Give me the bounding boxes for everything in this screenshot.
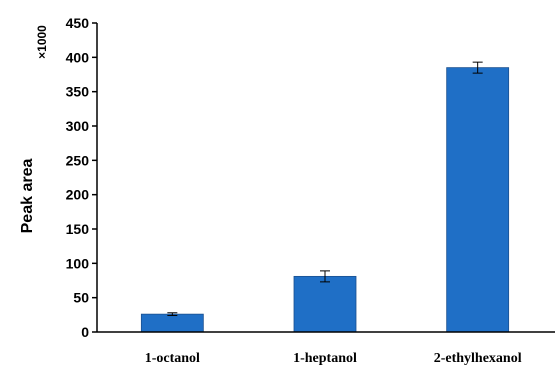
y-tick-label: 0 (81, 324, 89, 340)
bars (140, 67, 510, 333)
y-tick-label: 250 (66, 152, 90, 168)
bar-1-heptanol (293, 275, 357, 333)
y-tick-label: 50 (73, 290, 89, 306)
y-axis-title: Peak area (19, 159, 36, 234)
error-bar-1-octanol (167, 312, 178, 317)
x-category-label: 1-heptanol (293, 351, 357, 366)
error-bar-1-heptanol (320, 270, 330, 283)
error-bar-2-ethylhexanol (472, 61, 483, 74)
error-bars (167, 61, 483, 317)
y-tick-label: 450 (66, 15, 90, 31)
bar-1-octanol (140, 313, 204, 333)
y-tick-label: 400 (66, 49, 90, 65)
x-category-label: 2-ethylhexanol (434, 351, 522, 366)
y-tick-label: 200 (66, 187, 90, 203)
y-axis-multiplier: ×1000 (35, 25, 49, 59)
bar-2-ethylhexanol (446, 67, 510, 333)
y-tick-label: 150 (66, 221, 90, 237)
y-tick-label: 350 (66, 84, 90, 100)
y-tick-label: 100 (66, 255, 90, 271)
y-tick-label: 300 (66, 118, 90, 134)
y-axis-ticks: 0 50 100 150 200 250 300 350 400 450 (66, 15, 97, 340)
category-labels: 1-octanol 1-heptanol 2-ethylhexanol (145, 351, 522, 366)
x-category-label: 1-octanol (145, 351, 200, 366)
